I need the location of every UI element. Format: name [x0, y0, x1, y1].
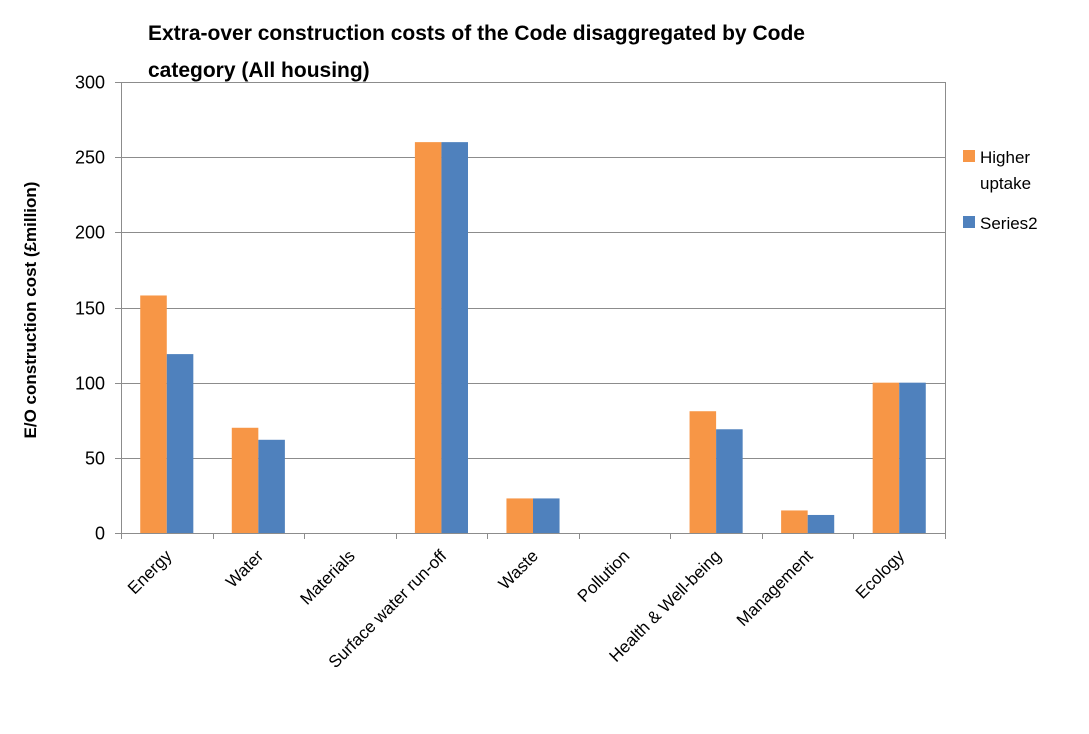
bar-series-2-6 [716, 429, 743, 533]
legend-label-1: uptake [980, 174, 1031, 193]
y-tick-label: 200 [75, 223, 105, 243]
axes [121, 82, 946, 534]
y-tick-label: 150 [75, 299, 105, 319]
x-tick-label: Waste [495, 546, 542, 593]
bar-series-1-8 [872, 382, 900, 533]
y-tick-label: 100 [75, 374, 105, 394]
y-axis-label: E/O construction cost (£million) [21, 182, 40, 439]
bar-series-1-4 [506, 498, 533, 533]
legend-swatch-2 [963, 216, 975, 228]
y-axis-ticks: 0 50 100 150 200 250 300 [75, 73, 121, 544]
legend-label-2: Series2 [980, 214, 1038, 233]
bar-series-2-8 [899, 382, 926, 533]
bar-series-1-3 [414, 142, 442, 533]
legend-label-1: Higher [980, 148, 1030, 167]
chart-title-line-1: Extra-over construction costs of the Cod… [148, 22, 805, 45]
x-tick-label: Management [733, 546, 817, 630]
bar-series-2-1 [258, 439, 285, 533]
bar-series-1-6 [689, 411, 717, 533]
x-tick-label: Water [222, 546, 267, 591]
y-tick-label: 50 [85, 449, 105, 469]
x-tick-label: Materials [297, 546, 359, 608]
chart-title-line-2: category (All housing) [148, 59, 370, 82]
legend: Higher uptake Series2 [963, 148, 1038, 233]
bar-series-2-0 [166, 354, 194, 533]
bars [140, 142, 926, 533]
bar-series-2-4 [533, 498, 560, 533]
x-tick-label: Pollution [574, 546, 634, 606]
gridlines [121, 82, 945, 459]
bar-series-2-3 [441, 142, 468, 533]
y-tick-label: 250 [75, 148, 105, 168]
bar-series-1-1 [231, 427, 259, 533]
bar-series-2-7 [807, 514, 835, 533]
y-tick-label: 300 [75, 73, 105, 93]
legend-swatch-1 [963, 150, 975, 162]
x-tick-label: Energy [124, 546, 176, 598]
bar-series-1-0 [140, 295, 167, 533]
x-tick-label: Ecology [852, 546, 909, 603]
y-tick-label: 0 [95, 524, 105, 544]
bar-series-1-7 [781, 510, 808, 533]
